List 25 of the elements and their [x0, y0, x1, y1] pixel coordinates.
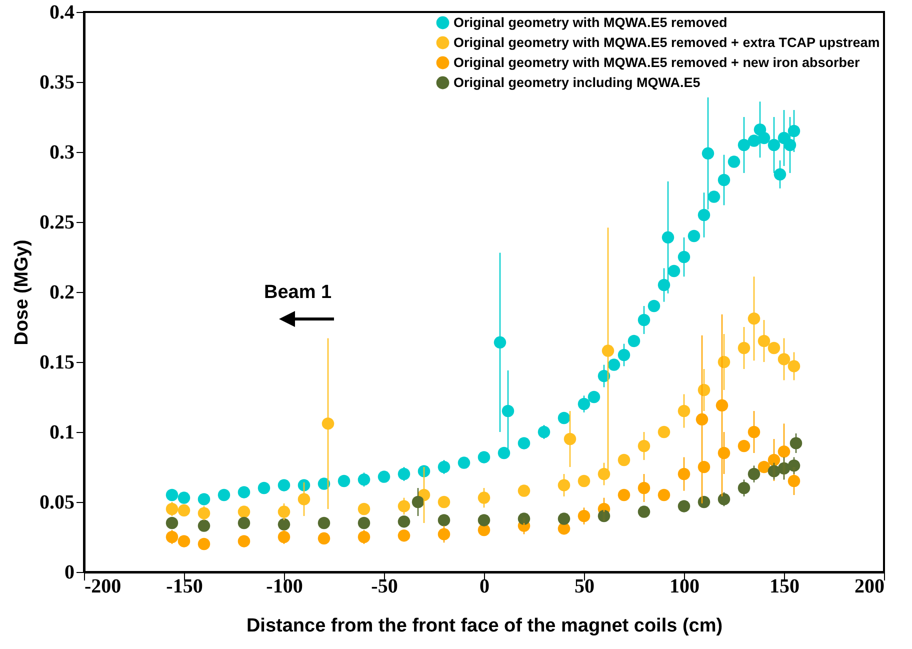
x-axis-title: Distance from the front face of the magnet coils (cm) — [246, 616, 723, 636]
y-tick-label: 0.35 — [40, 72, 74, 94]
y-axis-title: Dose (MGy) — [12, 240, 32, 346]
x-tick-label: -150 — [166, 576, 203, 598]
y-tick-label: 0 — [64, 562, 74, 584]
x-tick-label: 100 — [670, 576, 700, 598]
x-tick-label: -200 — [84, 576, 122, 598]
x-tick-label: 50 — [574, 576, 594, 598]
y-tick-label: 0.4 — [50, 2, 74, 24]
x-tick-label: 150 — [770, 576, 800, 598]
annotation: Beam 1 — [264, 282, 332, 303]
x-tick-label: -50 — [371, 576, 398, 598]
x-tick-label: 0 — [480, 576, 490, 598]
y-tick-label: 0.1 — [50, 422, 74, 444]
legend-label: Original geometry with MQWA.E5 removed + new iron absorber — [454, 54, 860, 70]
y-tick-label: 0.2 — [50, 282, 74, 304]
legend-label: Original geometry with MQWA.E5 removed — [454, 14, 728, 30]
y-tick-label: 0.05 — [40, 492, 74, 514]
y-tick-label: 0.15 — [40, 352, 74, 374]
y-tick-label: 0.3 — [50, 142, 74, 164]
x-tick-label: -100 — [266, 576, 303, 598]
legend-label: Original geometry with MQWA.E5 removed + extra TCAP upstream — [454, 34, 880, 50]
y-tick-label: 0.25 — [40, 212, 74, 234]
x-tick-label: 200 — [854, 576, 884, 598]
legend-label: Original geometry including MQWA.E5 — [454, 74, 701, 90]
